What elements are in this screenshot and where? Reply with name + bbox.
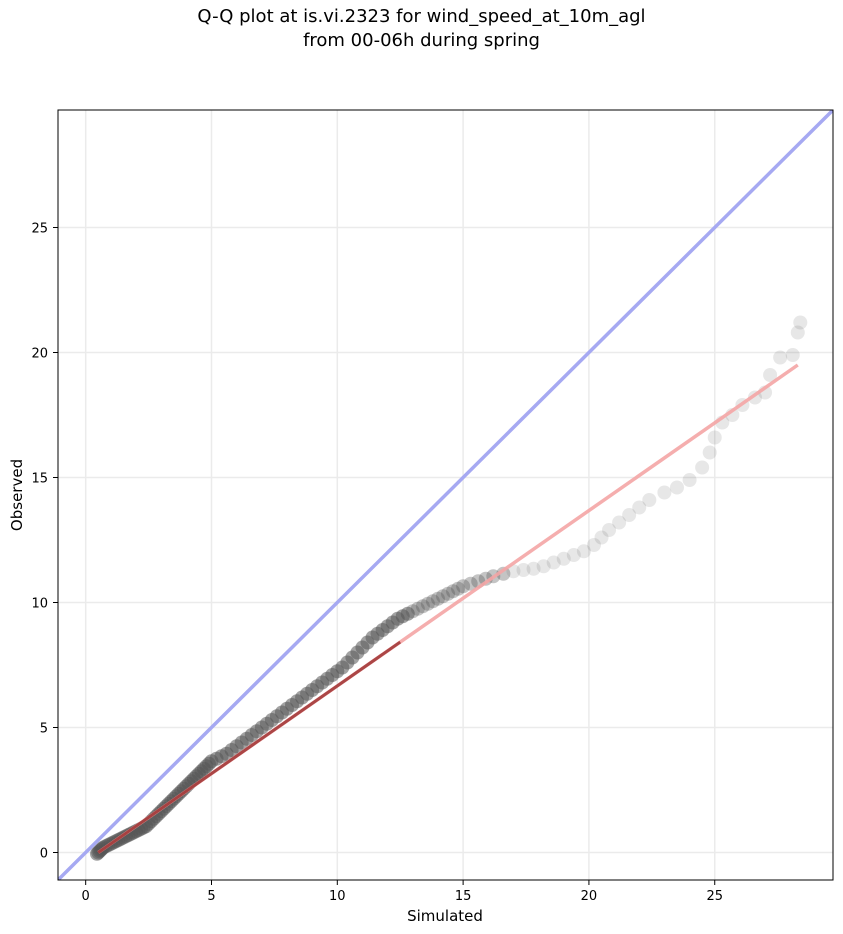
qq-point	[526, 561, 541, 576]
qq-point	[430, 591, 445, 606]
scatter-points	[90, 315, 808, 861]
fit-line-dense-segment	[97, 640, 402, 854]
qq-point	[669, 480, 684, 495]
qq-point	[707, 430, 722, 445]
qq-point	[695, 460, 710, 475]
plot-frame	[57, 109, 834, 881]
qq-point	[632, 500, 647, 515]
qq-point	[435, 589, 450, 604]
qq-point	[463, 576, 478, 591]
y-tick-label: 0	[40, 847, 48, 862]
qq-point	[785, 348, 800, 362]
qq-point	[657, 485, 672, 500]
qq-point	[546, 555, 561, 570]
axis-ticks: 0 5 10 15 20 25 0 5 10 15 20 25	[31, 222, 723, 905]
qq-point	[622, 508, 637, 522]
qq-point	[763, 368, 778, 382]
qq-point	[405, 604, 420, 619]
qq-point	[441, 586, 456, 601]
x-tick-label: 15	[455, 889, 472, 904]
qq-point	[594, 530, 609, 545]
qq-point	[400, 606, 415, 621]
x-tick-label: 10	[329, 889, 346, 904]
x-axis-label: Simulated	[407, 907, 483, 925]
qq-point	[556, 551, 571, 566]
x-tick-label: 5	[207, 889, 215, 904]
qq-point	[410, 601, 425, 616]
identity-line	[58, 110, 833, 880]
y-tick-label: 25	[31, 222, 48, 237]
qq-point	[478, 571, 493, 586]
qq-point	[420, 596, 435, 611]
grid-lines	[58, 110, 833, 880]
qq-point	[446, 584, 461, 599]
qq-point	[773, 350, 788, 365]
x-tick-label: 25	[706, 889, 723, 904]
qq-point	[793, 315, 808, 330]
qq-point	[642, 493, 657, 507]
qq-point	[415, 599, 430, 614]
qq-point	[612, 515, 627, 530]
qq-point	[576, 544, 591, 559]
y-tick-label: 10	[31, 597, 48, 612]
x-tick-label: 20	[581, 889, 598, 904]
qq-point	[496, 566, 511, 581]
y-tick-label: 20	[31, 347, 48, 362]
y-tick-label: 15	[31, 472, 48, 487]
qq-point	[566, 548, 581, 562]
y-axis-label: Observed	[8, 459, 26, 531]
chart-title-line-1: Q-Q plot at is.vi.2323 for wind_speed_at…	[197, 6, 646, 27]
qq-point	[586, 538, 601, 552]
y-tick-label: 5	[40, 722, 48, 737]
qq-point	[516, 563, 531, 577]
qq-point	[536, 559, 551, 574]
qq-point	[702, 445, 717, 460]
qq-point	[682, 473, 697, 487]
x-tick-label: 0	[82, 889, 90, 904]
qq-point	[602, 523, 617, 537]
qq-point	[425, 594, 440, 609]
qq-point	[506, 564, 521, 579]
qq-point	[451, 581, 466, 596]
reference-lines	[58, 110, 833, 880]
qq-point	[790, 325, 805, 340]
qq-point	[456, 579, 471, 594]
chart-title-line-2: from 00-06h during spring	[303, 30, 540, 51]
